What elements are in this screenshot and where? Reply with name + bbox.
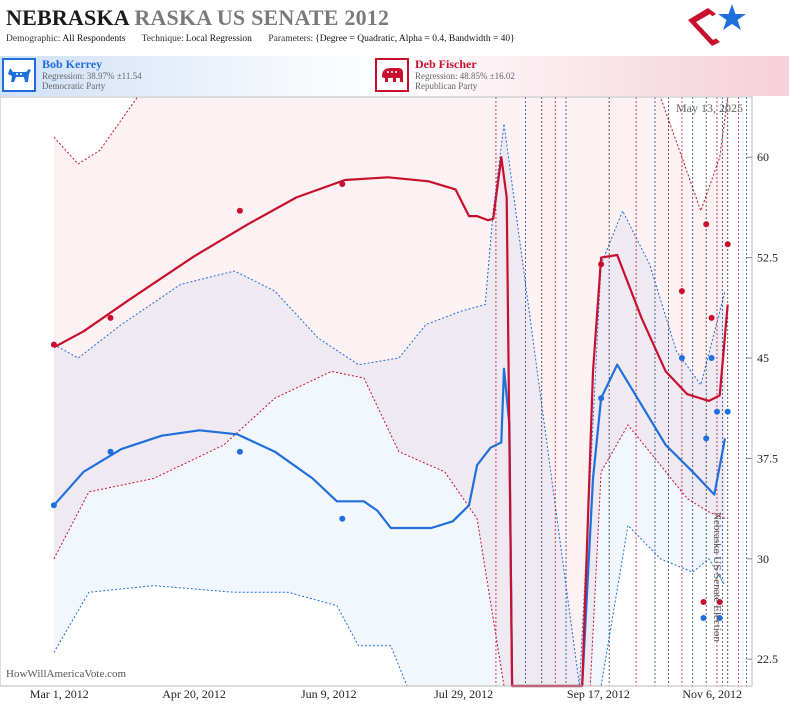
page-title: NEBRASKA RASKA US SENATE 2012 bbox=[6, 5, 389, 31]
star-flag-logo-icon bbox=[688, 4, 746, 46]
title-state: NEBRASKA bbox=[6, 5, 129, 30]
inset-dot bbox=[700, 599, 707, 605]
poll-point-bob-kerrey bbox=[598, 395, 605, 402]
y-tick-label: 60 bbox=[757, 150, 769, 164]
donkey-icon bbox=[2, 58, 36, 92]
x-axis: Mar 1, 2012 Apr 20, 2012 Jun 9, 2012 Jul 29… bbox=[30, 687, 742, 701]
trend-lines bbox=[53, 156, 729, 688]
candidate-republican: Deb Fischer Regression: 48.85% ±16.02 Re… bbox=[375, 56, 675, 96]
poll-point-bob-kerrey bbox=[107, 448, 114, 455]
plot-frame bbox=[0, 96, 753, 687]
poll-point-deb-fischer bbox=[50, 341, 57, 348]
parameter-bar: Demographic: All Respondents Technique: Lo… bbox=[6, 34, 529, 44]
poll-point-bob-kerrey bbox=[714, 408, 720, 415]
band-fill-bob-kerrey bbox=[53, 123, 725, 687]
y-tick-label: 37.5 bbox=[757, 451, 778, 465]
poll-point-bob-kerrey bbox=[703, 435, 710, 442]
poll-point-deb-fischer bbox=[678, 288, 685, 295]
x-tick-label: Mar 1, 2012 bbox=[30, 687, 89, 701]
band-upper-deb-fischer bbox=[53, 96, 729, 213]
y-tick-label: 22.5 bbox=[757, 652, 778, 666]
poll-point-deb-fischer bbox=[703, 221, 710, 228]
band-upper-bob-kerrey bbox=[53, 123, 726, 687]
param-demographic-key: Demographic: bbox=[6, 34, 61, 44]
band-lower-deb-fischer bbox=[53, 370, 726, 687]
x-tick-label: Jun 9, 2012 bbox=[301, 687, 357, 701]
poll-point-bob-kerrey bbox=[678, 355, 685, 361]
x-tick-label: Nov 6, 2012 bbox=[682, 687, 742, 701]
inset-dot bbox=[700, 615, 707, 621]
poll-point-deb-fischer bbox=[724, 241, 731, 248]
trend-line-deb-fischer bbox=[53, 156, 729, 688]
poll-point-bob-kerrey bbox=[339, 515, 346, 522]
title-race: RASKA US SENATE 2012 bbox=[134, 5, 390, 30]
x-tick-label: Jul 29, 2012 bbox=[434, 687, 493, 701]
band-lower-bob-kerrey bbox=[53, 524, 726, 687]
y-tick-label: 45 bbox=[757, 351, 769, 365]
param-demographic-value: All Respondents bbox=[62, 34, 126, 44]
param-technique-value: Local Regression bbox=[185, 34, 252, 44]
dem-party: Democratic Party bbox=[42, 81, 106, 91]
poll-point-deb-fischer bbox=[236, 207, 243, 214]
rep-candidate-name: Deb Fischer bbox=[415, 57, 477, 71]
y-tick-label: 30 bbox=[757, 552, 769, 566]
inset-dot bbox=[716, 599, 723, 605]
poll-point-deb-fischer bbox=[708, 314, 715, 321]
param-technique-key: Technique: bbox=[141, 34, 184, 44]
x-tick-label: Sep 17, 2012 bbox=[567, 687, 630, 701]
candidate-democrat: Bob Kerrey Regression: 38.97% ±11.54 Dem… bbox=[2, 56, 302, 96]
chart-side-label: Nebraska US Senate Election bbox=[711, 512, 723, 642]
confidence-bands bbox=[53, 96, 729, 687]
site-watermark: HowWillAmericaVote.com bbox=[6, 668, 127, 680]
poll-point-deb-fischer bbox=[598, 261, 605, 268]
y-axis: 22.5 30 37.5 45 52.5 60 bbox=[747, 150, 778, 666]
poll-points bbox=[50, 181, 731, 621]
elephant-icon bbox=[375, 58, 409, 92]
poll-point-bob-kerrey bbox=[724, 408, 731, 415]
page-header: NEBRASKA RASKA US SENATE 2012 Demographi… bbox=[0, 0, 789, 50]
poll-point-bob-kerrey bbox=[50, 502, 57, 509]
poll-point-deb-fischer bbox=[339, 181, 346, 187]
poll-point-bob-kerrey bbox=[708, 355, 715, 361]
poll-point-bob-kerrey bbox=[236, 448, 243, 455]
dem-regression: Regression: 38.97% ±11.54 bbox=[42, 71, 142, 81]
rep-party: Republican Party bbox=[415, 81, 478, 91]
candidate-strip: Bob Kerrey Regression: 38.97% ±11.54 Dem… bbox=[0, 56, 789, 96]
rep-regression: Regression: 48.85% ±16.02 bbox=[415, 71, 515, 81]
param-parameters-value: {Degree = Quadratic, Alpha = 0.4, Bandwi… bbox=[315, 34, 515, 44]
param-parameters-key: Parameters: bbox=[268, 34, 314, 44]
trend-line-bob-kerrey bbox=[53, 363, 727, 688]
date-stamp: May 13, 2025 bbox=[676, 101, 743, 115]
y-tick-label: 52.5 bbox=[757, 251, 778, 265]
poll-point-deb-fischer bbox=[107, 314, 114, 321]
dem-candidate-name: Bob Kerrey bbox=[42, 57, 103, 71]
x-tick-label: Apr 20, 2012 bbox=[162, 687, 226, 701]
inset-dot bbox=[716, 615, 723, 621]
